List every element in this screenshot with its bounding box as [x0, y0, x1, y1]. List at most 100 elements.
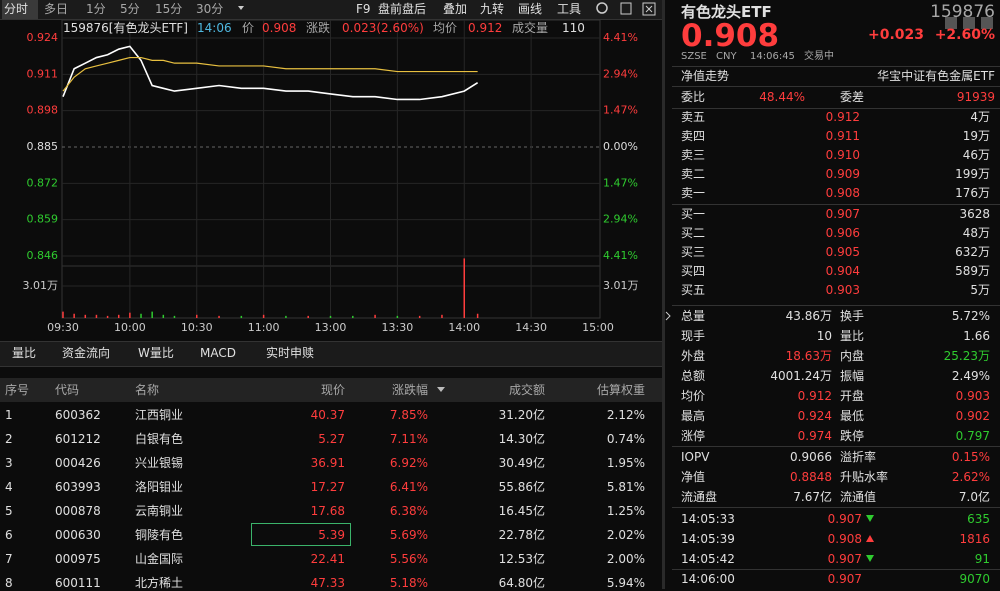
table-cell: 4: [5, 480, 13, 494]
period-tab[interactable]: 分时: [4, 2, 29, 16]
column-header[interactable]: 涨跌幅: [391, 383, 428, 397]
indicator-tab[interactable]: 实时申赎: [266, 346, 315, 360]
separator: [672, 108, 1000, 109]
table-cell: 47.33: [310, 576, 345, 590]
active-tab-bg: [2, 0, 38, 19]
volume-bar: [262, 314, 265, 318]
y-tick-label: 0.859: [27, 213, 59, 226]
period-tab[interactable]: 5分: [120, 2, 140, 16]
tool-button[interactable]: 叠加: [443, 2, 468, 16]
table-cell: 14.30亿: [498, 432, 545, 446]
column-header[interactable]: 代码: [55, 383, 80, 397]
label: 流通值: [840, 490, 877, 504]
table-cell: 云南铜业: [135, 504, 184, 518]
indicator-tab[interactable]: MACD: [200, 346, 236, 360]
quote-name: 有色龙头ETF: [681, 2, 772, 21]
table-cell: 洛阳钼业: [135, 480, 184, 494]
x-tick-label: 09:30: [47, 321, 79, 334]
avg-line: [62, 56, 478, 92]
table-cell: 铜陵有色: [135, 528, 184, 542]
collapse-icon[interactable]: [664, 300, 672, 340]
separator: [672, 569, 1000, 570]
table-cell: 1.25%: [606, 504, 645, 518]
column-header[interactable]: 现价: [320, 383, 345, 397]
period-tab[interactable]: 30分: [196, 2, 224, 16]
book-volume: 5万: [970, 283, 990, 297]
quote-meta: SZSE: [681, 51, 707, 62]
book-label: 买三: [681, 245, 706, 259]
volume-bar: [218, 315, 220, 318]
tool-button[interactable]: 九转: [480, 2, 505, 16]
volume-bar: [84, 314, 87, 318]
trade-price: 0.907: [827, 512, 862, 526]
trade-volume: 91: [974, 552, 990, 566]
close-icon[interactable]: [642, 2, 656, 16]
volume-bar: [352, 315, 354, 318]
y-tick-label: 0.898: [27, 104, 59, 117]
table-cell: 600362: [55, 408, 101, 422]
indicator-tab[interactable]: 资金流向: [62, 346, 111, 360]
table-cell: 北方稀土: [135, 576, 184, 590]
y-tick-label: 0.885: [27, 140, 59, 153]
table-cell: 55.86亿: [498, 480, 545, 494]
x-tick-label: 10:00: [114, 321, 146, 334]
volume-bar: [73, 313, 75, 318]
separator: [672, 204, 1000, 205]
book-label: 买二: [681, 226, 706, 240]
cell-highlight: [251, 523, 351, 546]
table-cell: 兴业银锡: [135, 456, 184, 470]
table-cell: 601212: [55, 432, 101, 446]
divider: [662, 0, 665, 589]
book-label: 卖五: [681, 110, 706, 124]
volume-bar: [307, 315, 309, 318]
book-volume: 199万: [955, 167, 990, 181]
tool-button[interactable]: 盘前盘后: [378, 2, 427, 16]
tool-button[interactable]: F9: [356, 2, 371, 16]
label: 现手: [681, 329, 706, 343]
table-cell: 6.41%: [389, 480, 428, 494]
volume-bar: [151, 311, 153, 318]
value: 0.924: [797, 409, 832, 423]
avg-label: 均价: [433, 21, 458, 35]
quote-code: 159876: [930, 1, 995, 22]
table-cell: 0.74%: [606, 432, 645, 446]
table-cell: 600111: [55, 576, 101, 590]
column-header[interactable]: 成交额: [508, 383, 545, 397]
label: 内盘: [840, 349, 865, 363]
sort-icon[interactable]: [436, 386, 446, 394]
column-header[interactable]: 序号: [5, 383, 30, 397]
tool-button[interactable]: 画线: [518, 2, 543, 16]
indicator-tab[interactable]: W量比: [138, 346, 174, 360]
period-tab[interactable]: 1分: [86, 2, 106, 16]
trade-volume: 9070: [959, 572, 990, 586]
toolbar-icons: [238, 2, 656, 16]
dropdown-icon[interactable]: [238, 6, 244, 10]
clipboard-icon[interactable]: [620, 2, 632, 15]
period-tab[interactable]: 多日: [44, 2, 69, 16]
column-header[interactable]: 名称: [135, 383, 160, 397]
value: 10: [816, 329, 832, 343]
arrow-icon: [866, 535, 874, 542]
icon[interactable]: [963, 17, 975, 29]
period-tab[interactable]: 15分: [155, 2, 183, 16]
settings-icon[interactable]: [596, 2, 608, 14]
table-cell: 5: [5, 504, 13, 518]
volume-bar: [117, 314, 120, 318]
table-cell: 16.45亿: [498, 504, 545, 518]
value: 2.49%: [951, 369, 990, 383]
nav-link[interactable]: 净值走势: [681, 69, 730, 83]
change: 0.023(2.60%): [342, 21, 424, 35]
table-cell: 5.94%: [606, 576, 645, 590]
volume-bar: [285, 315, 287, 318]
indicator-tab[interactable]: 量比: [12, 346, 37, 360]
table-cell: 12.53亿: [498, 552, 545, 566]
pct-tick-label: 2.94%: [603, 67, 638, 80]
value: 0.903: [955, 389, 990, 403]
icon[interactable]: [945, 17, 957, 29]
label: 溢折率: [840, 450, 877, 464]
tool-button[interactable]: 工具: [557, 2, 582, 16]
icon[interactable]: [981, 17, 993, 29]
book-volume: 3628: [959, 207, 990, 221]
column-header[interactable]: 估算权重: [596, 383, 645, 397]
book-label: 卖三: [681, 148, 706, 162]
